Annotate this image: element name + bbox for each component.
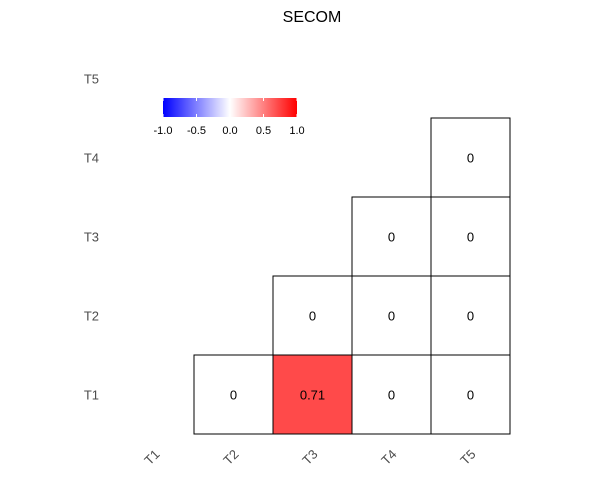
cell-value-label: 0: [388, 309, 395, 324]
heatmap-cell-t2-t5: [430, 275, 511, 356]
legend-tick-label: -0.5: [187, 125, 206, 137]
cell-value-label: 0: [388, 388, 395, 403]
y-tick-label: T2: [84, 309, 99, 324]
heatmap-cell-t4-t5: [430, 117, 511, 198]
cell-value-label: 0: [467, 309, 474, 324]
heatmap-cell-t1-t3: [272, 354, 353, 435]
x-tick-label: T3: [299, 447, 320, 468]
x-tick-label: T4: [378, 447, 399, 468]
cell-value-label: 0.71: [300, 388, 325, 403]
x-tick-label: T1: [141, 447, 162, 468]
heatmap-cells: 0 0.71 0 0 0 0 0 0 0 0: [193, 117, 511, 435]
heatmap-cell-t3-t4: [351, 196, 432, 277]
y-tick-label: T5: [84, 72, 99, 87]
legend-tick-label: 1.0: [289, 125, 304, 137]
cell-value-label: 0: [467, 388, 474, 403]
heatmap-cell-t2-t3: [272, 275, 353, 356]
y-tick-label: T1: [84, 388, 99, 403]
y-tick-label: T4: [84, 151, 99, 166]
cell-value-label: 0: [309, 309, 316, 324]
y-axis-ticks: T1 T2 T3 T4 T5: [84, 72, 99, 403]
heatmap-cell-t1-t2: [193, 354, 274, 435]
cell-value-label: 0: [388, 230, 395, 245]
cell-value-label: 0: [467, 230, 474, 245]
y-tick-label: T3: [84, 230, 99, 245]
heatmap-cell-t3-t5: [430, 196, 511, 277]
legend-tick-label: -1.0: [154, 125, 173, 137]
color-legend: -1.0 -0.5 0.0 0.5 1.0: [154, 98, 305, 137]
heatmap-cell-t2-t4: [351, 275, 432, 356]
chart-title: SECOM: [283, 9, 342, 26]
heatmap-cell-t1-t5: [430, 354, 511, 435]
legend-tick-label: 0.0: [222, 125, 237, 137]
legend-color-bar: [163, 98, 297, 117]
legend-tick-label: 0.5: [256, 125, 271, 137]
x-tick-label: T5: [457, 447, 478, 468]
x-tick-label: T2: [220, 447, 241, 468]
x-axis-ticks: T1 T2 T3 T4 T5: [141, 447, 478, 468]
cell-value-label: 0: [230, 388, 237, 403]
cell-value-label: 0: [467, 151, 474, 166]
